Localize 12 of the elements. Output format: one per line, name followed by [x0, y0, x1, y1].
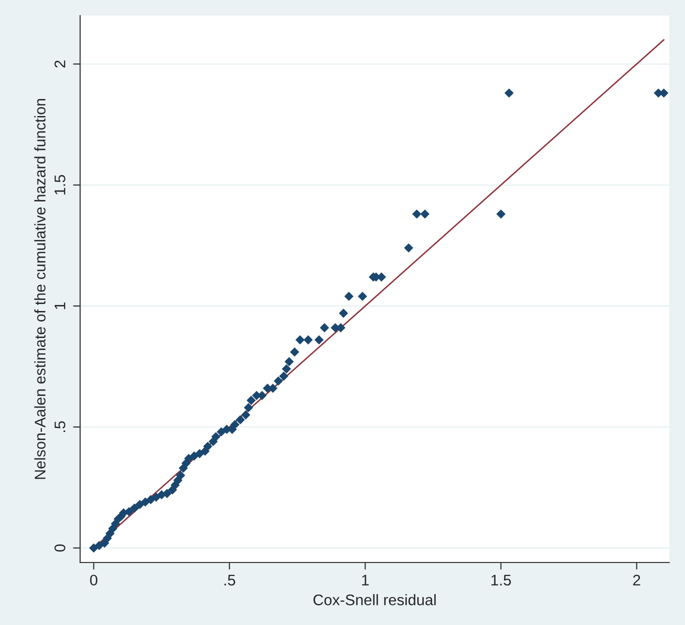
y-tick-label: 1 — [54, 302, 66, 310]
y-tick-label: 2 — [54, 60, 66, 68]
x-tick-label: 0 — [90, 574, 98, 586]
x-tick-label: 1 — [362, 574, 369, 586]
x-tick-label: 1.5 — [491, 574, 511, 586]
x-axis-title: Cox-Snell residual — [313, 594, 436, 606]
y-tick-label: 0 — [54, 544, 66, 552]
x-tick-label: 2 — [633, 574, 640, 586]
y-tick-label: .5 — [54, 421, 66, 432]
y-axis-title: Nelson-Aalen estimate of the cumulative hazard function — [34, 98, 46, 479]
x-tick-label: .5 — [224, 574, 236, 586]
y-tick-label: 1.5 — [54, 175, 66, 194]
